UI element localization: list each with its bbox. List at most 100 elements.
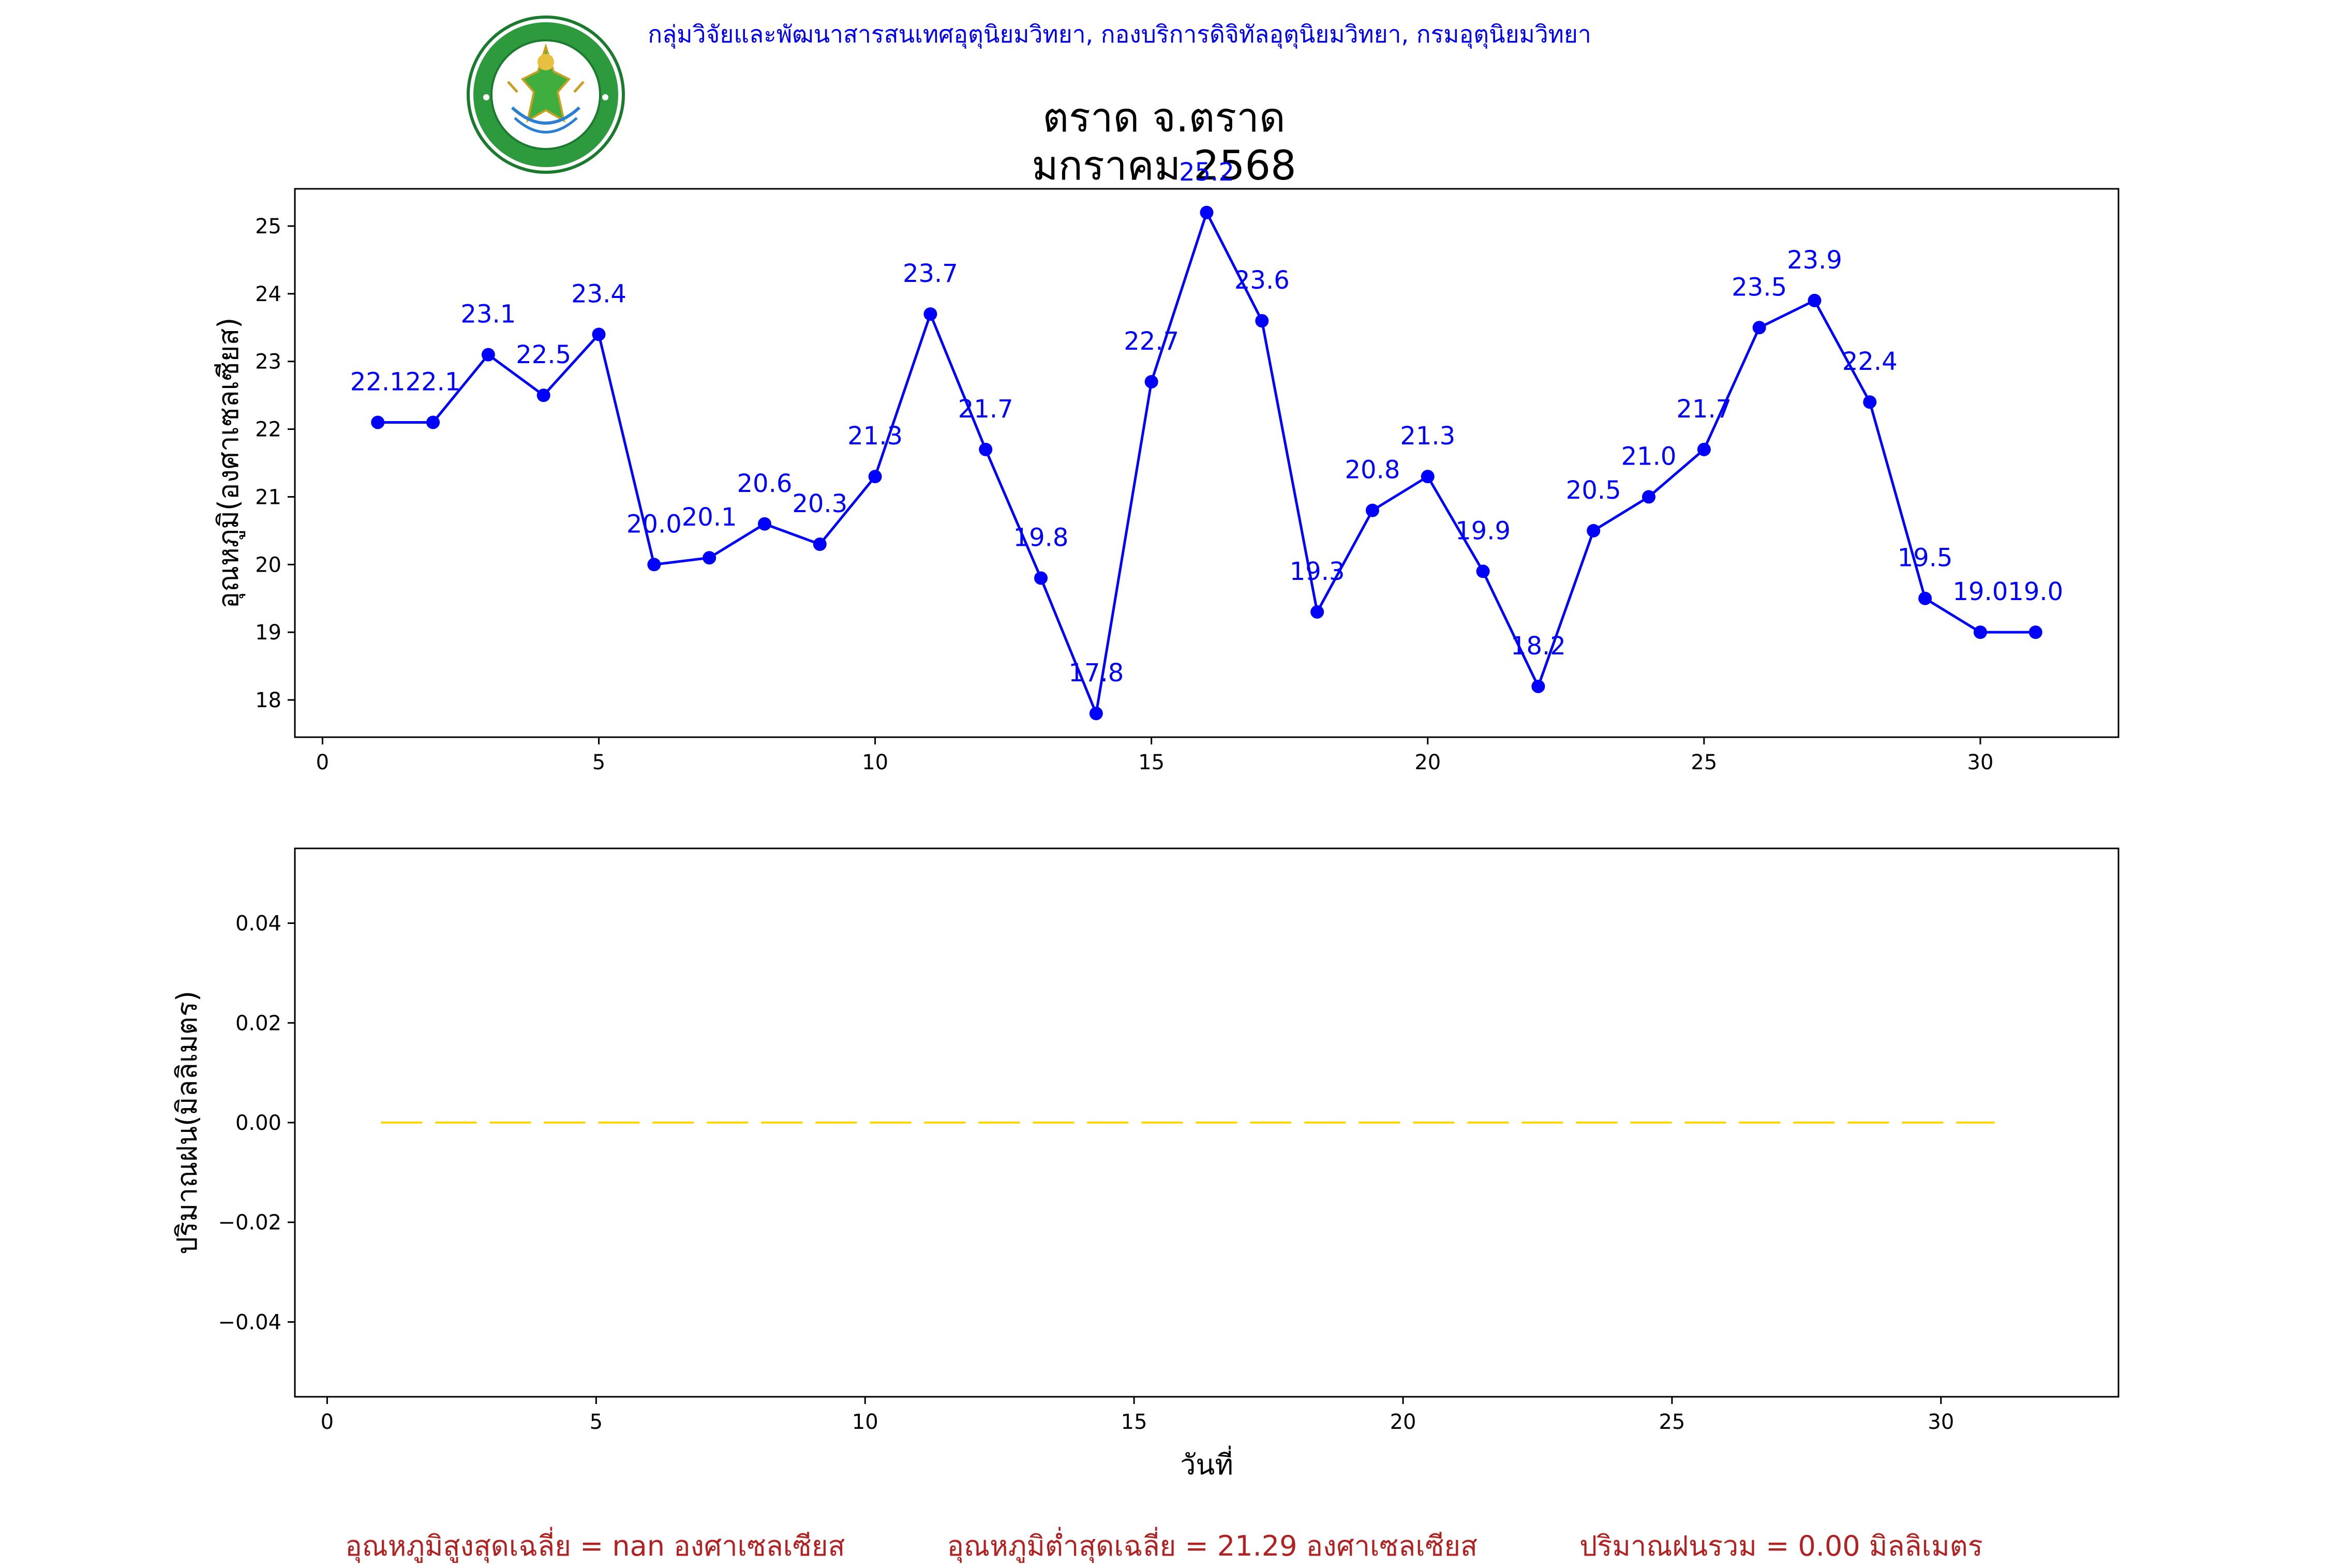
rainfall-chart: 0 5 10 15 20 25 30 −0.04 −0.02 0.00 0.02 0.04 ปริมาณ… xyxy=(171,847,2120,1481)
temperature-data-label: 18.2 xyxy=(1511,632,1566,661)
x-tick-label: 5 xyxy=(592,751,605,774)
y-tick-label: 21 xyxy=(255,485,281,509)
y-tick-label: 0.00 xyxy=(235,1111,281,1135)
y-tick-label: −0.04 xyxy=(218,1310,281,1334)
temperature-data-label: 23.5 xyxy=(1732,273,1787,302)
temperature-data-label: 20.0 xyxy=(626,510,682,539)
x-tick-label: 15 xyxy=(1121,1410,1147,1434)
temperature-point xyxy=(1642,490,1656,504)
x-axis-label: วันที่ xyxy=(1180,1445,1233,1481)
x-tick-label: 10 xyxy=(862,751,888,774)
temperature-point xyxy=(1863,395,1877,409)
temperature-point xyxy=(1808,293,1822,307)
temperature-data-label: 23.4 xyxy=(571,279,626,308)
x-tick-label: 20 xyxy=(1390,1410,1416,1434)
x-tick-label: 15 xyxy=(1138,751,1165,774)
temperature-point xyxy=(592,327,606,341)
temperature-point xyxy=(1365,503,1379,517)
temperature-point xyxy=(2028,625,2042,639)
temperature-point xyxy=(813,537,827,551)
x-tick-label: 0 xyxy=(316,751,329,774)
y-tick-label: 24 xyxy=(255,282,281,306)
temperature-data-label: 17.8 xyxy=(1068,659,1124,688)
temperature-data-label: 21.3 xyxy=(847,422,903,451)
temperature-point xyxy=(1531,679,1545,693)
y-tick-label: 25 xyxy=(255,215,281,238)
y-tick-label: 22 xyxy=(255,418,281,442)
temperature-point xyxy=(1752,321,1766,335)
temperature-point xyxy=(1310,605,1324,619)
temperature-data-label: 19.0 xyxy=(1953,577,2008,606)
temperature-point xyxy=(1697,442,1711,456)
temperature-data-label: 22.4 xyxy=(1842,347,1898,376)
temperature-point xyxy=(647,558,661,572)
temperature-point xyxy=(1421,470,1435,484)
temperature-data-label: 19.8 xyxy=(1013,523,1069,552)
temperature-data-label: 22.5 xyxy=(516,340,571,369)
temperature-data-label: 25.2 xyxy=(1179,158,1234,187)
temperature-data-label: 23.6 xyxy=(1234,266,1290,295)
temperature-point xyxy=(1587,524,1601,537)
x-tick-label: 20 xyxy=(1414,751,1441,774)
temperature-data-label: 21.7 xyxy=(958,395,1013,424)
summary-avg-max: อุณหภูมิสูงสุดเฉลี่ย = nan องศาเซลเซียส xyxy=(345,1530,845,1562)
temperature-data-label: 23.9 xyxy=(1787,246,1842,275)
temperature-point xyxy=(1034,571,1048,585)
temperature-point xyxy=(1200,205,1214,219)
x-tick-label: 30 xyxy=(1967,751,1994,774)
summary-avg-min: อุณหภูมิต่ำสุดเฉลี่ย = 21.29 องศาเซลเซีย… xyxy=(947,1530,1478,1562)
temperature-point xyxy=(536,389,550,402)
deity-emblem xyxy=(507,43,585,133)
summary-line: อุณหภูมิสูงสุดเฉลี่ย = nan องศาเซลเซียส … xyxy=(0,1524,2328,1568)
temperature-point xyxy=(1089,707,1103,721)
temperature-data-label: 21.7 xyxy=(1676,395,1732,424)
temperature-data-label: 20.5 xyxy=(1566,476,1621,505)
temperature-point xyxy=(1918,591,1932,605)
x-tick-label: 25 xyxy=(1691,751,1717,774)
y-tick-label: 20 xyxy=(255,553,281,577)
y-axis-label: อุณหภูมิ(องศาเซลเซียส) xyxy=(212,318,246,609)
temperature-data-label: 20.6 xyxy=(737,469,793,498)
temperature-data-label: 19.3 xyxy=(1290,557,1345,586)
temperature-point xyxy=(868,470,882,484)
x-tick-label: 25 xyxy=(1659,1410,1685,1434)
temperature-data-label: 22.1 xyxy=(406,367,461,396)
plot-frame xyxy=(294,188,2120,738)
temperature-data-label: 19.0 xyxy=(2008,577,2063,606)
temperature-data-label: 21.3 xyxy=(1400,422,1455,451)
temperature-point xyxy=(703,551,717,565)
temperature-point xyxy=(1476,564,1490,578)
temperature-point xyxy=(426,415,440,429)
chart-title-month: มกราคม 2568 xyxy=(1032,143,1296,189)
temperature-point xyxy=(1255,314,1269,328)
temperature-data-label: 23.7 xyxy=(903,259,958,288)
meteorological-department-logo xyxy=(467,16,625,174)
temperature-point xyxy=(371,415,385,429)
temperature-point xyxy=(757,517,771,531)
y-tick-label: 18 xyxy=(255,689,281,712)
temperature-point xyxy=(1973,625,1987,639)
temperature-data-label: 22.7 xyxy=(1124,327,1179,356)
temperature-data-label: 19.9 xyxy=(1455,516,1511,545)
temperature-data-label: 23.1 xyxy=(460,300,516,329)
temperature-point xyxy=(979,442,993,456)
organization-line: กลุ่มวิจัยและพัฒนาสารสนเทศอุตุนิยมวิทยา,… xyxy=(0,16,2328,53)
temperature-data-label: 19.5 xyxy=(1898,544,1953,573)
summary-total-rain: ปริมาณฝนรวม = 0.00 มิลลิเมตร xyxy=(1579,1530,1983,1562)
chart-title-station: ตราด จ.ตราด xyxy=(1042,95,1286,141)
y-tick-label: 23 xyxy=(255,350,281,374)
temperature-point xyxy=(1144,375,1158,389)
temperature-point xyxy=(923,307,937,321)
x-tick-label: 30 xyxy=(1928,1410,1954,1434)
y-tick-label: −0.02 xyxy=(218,1211,281,1235)
organization-text: กลุ่มวิจัยและพัฒนาสารสนเทศอุตุนิยมวิทยา,… xyxy=(648,20,1591,48)
temperature-data-label: 20.3 xyxy=(792,489,847,518)
temperature-data-label: 21.0 xyxy=(1621,442,1677,471)
y-tick-label: 0.04 xyxy=(235,912,281,936)
temperature-data-label: 20.8 xyxy=(1345,456,1400,485)
y-axis-label: ปริมาณฝน(มิลลิเมตร) xyxy=(171,991,203,1255)
y-tick-label: 0.02 xyxy=(235,1011,281,1035)
x-tick-label: 0 xyxy=(321,1410,334,1434)
temperature-point xyxy=(481,348,495,362)
